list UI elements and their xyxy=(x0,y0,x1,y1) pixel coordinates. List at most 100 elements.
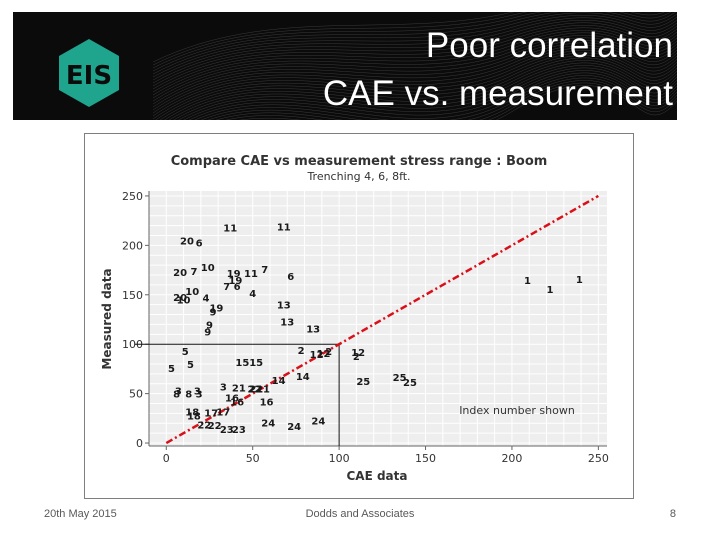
data-point-label: 12 xyxy=(351,348,365,359)
banner-wave-line xyxy=(152,30,677,96)
data-point-label: 13 xyxy=(306,324,320,335)
banner-wave-line xyxy=(152,12,671,69)
data-point-label: 2 xyxy=(353,352,360,363)
data-point-label: 12 xyxy=(317,349,331,360)
banner-wave-line xyxy=(164,57,677,120)
x-tick-label: 200 xyxy=(501,452,522,465)
banner-wave-line xyxy=(168,60,677,120)
y-tick-label: 200 xyxy=(122,239,143,252)
slide-title-line-2: CAE vs. measurement xyxy=(322,74,673,113)
data-point-label: 21 xyxy=(256,385,270,396)
banner-wave-line xyxy=(208,77,677,120)
y-tick-label: 100 xyxy=(122,338,143,351)
data-point-label: 5 xyxy=(168,364,175,375)
x-tick-label: 250 xyxy=(588,452,609,465)
data-point-label: 6 xyxy=(234,282,241,293)
data-point-label: 18 xyxy=(187,411,201,422)
data-point-label: 6 xyxy=(287,272,294,283)
data-point-label: 9 xyxy=(209,308,216,319)
y-axis-label: Measured data xyxy=(100,268,114,369)
data-point-label: 9 xyxy=(206,320,213,331)
banner-wave-line xyxy=(152,12,677,75)
data-point-label: 12 xyxy=(310,350,324,361)
data-point-label: 1 xyxy=(546,285,553,296)
banner-wave-line xyxy=(215,80,677,120)
banner-wave-line xyxy=(155,52,677,120)
data-point-label: 24 xyxy=(261,418,275,429)
data-point-label: 16 xyxy=(225,394,239,405)
banner-wave-line xyxy=(152,12,676,72)
data-point-label: 2 xyxy=(325,347,332,358)
banner-wave-line xyxy=(152,12,650,63)
data-point-label: 3 xyxy=(194,387,201,398)
data-point-label: 10 xyxy=(201,263,215,274)
banner-wave-line xyxy=(152,14,677,78)
data-point-label: 7 xyxy=(261,265,268,276)
data-point-label: 5 xyxy=(187,360,194,371)
footer-date: 20th May 2015 xyxy=(44,508,117,520)
data-point-label: 22 xyxy=(247,385,261,396)
banner-wave-line xyxy=(239,85,677,120)
banner-wave-line xyxy=(152,40,677,108)
banner-wave-line xyxy=(152,25,677,90)
x-tick-label: 100 xyxy=(329,452,350,465)
title-banner: EIS Poor correlation CAE vs. measurement xyxy=(13,12,677,120)
data-point-label: 3 xyxy=(175,387,182,398)
banner-wave-line xyxy=(188,70,677,120)
data-point-label: 10 xyxy=(177,296,191,307)
data-point-label: 21 xyxy=(232,384,246,395)
data-point-label: 25 xyxy=(393,373,407,384)
eis-logo: EIS xyxy=(59,39,119,107)
data-point-label: 23 xyxy=(220,425,234,436)
data-point-label: 22 xyxy=(197,420,211,431)
x-axis-label: CAE data xyxy=(347,469,408,483)
banner-wave-line xyxy=(152,32,677,99)
data-point-label: 15 xyxy=(249,358,263,369)
data-point-label: 20 xyxy=(173,293,187,304)
data-point-label: 19 xyxy=(209,304,223,315)
banner-wave-line xyxy=(173,62,677,120)
data-point-label: 4 xyxy=(203,294,210,305)
x-tick-label: 50 xyxy=(246,452,260,465)
data-point-label: 1 xyxy=(576,275,583,286)
data-point-label: 5 xyxy=(182,347,189,358)
y-tick-label: 150 xyxy=(122,289,143,302)
chart-title: Compare CAE vs measurement stress range … xyxy=(171,154,548,169)
data-point-label: 25 xyxy=(356,377,370,388)
data-point-label: 15 xyxy=(235,358,249,369)
data-point-label: 10 xyxy=(185,287,199,298)
data-point-label: 6 xyxy=(196,238,203,249)
banner-wave-line xyxy=(152,42,677,111)
slide-title: Poor correlation CAE vs. measurement xyxy=(213,22,673,118)
data-point-label: 1 xyxy=(524,276,531,287)
banner-wave-line xyxy=(152,12,665,66)
banner-wave-line xyxy=(152,17,677,81)
data-point-label: 19 xyxy=(228,276,242,287)
banner-wave-line xyxy=(152,35,677,102)
banner-wave-line xyxy=(152,20,677,84)
chart-frame: 0 50 100 150 200 250 0 50 100 150 200 250 Compare CA… xyxy=(84,133,634,499)
data-point-label: 4 xyxy=(249,289,256,300)
y-tick-label: 250 xyxy=(122,190,143,203)
banner-wave-line xyxy=(152,50,677,120)
banner-wave-line xyxy=(160,55,677,120)
data-point-label: 16 xyxy=(260,398,274,409)
data-point-label: 17 xyxy=(204,408,218,419)
data-point-label: 24 xyxy=(311,416,325,427)
footer-company: Dodds and Associates xyxy=(305,508,415,520)
data-point-label: 25 xyxy=(403,378,417,389)
data-point-label: 8 xyxy=(173,390,180,401)
data-point-label: 18 xyxy=(185,407,199,418)
data-point-label: 24 xyxy=(287,422,301,433)
data-point-label: 11 xyxy=(223,224,237,235)
data-point-label: 9 xyxy=(204,327,211,338)
banner-wave-line xyxy=(226,82,677,120)
scatter-chart: 0 50 100 150 200 250 0 50 100 150 200 250 Compare CA… xyxy=(100,154,609,483)
y-tick-label: 0 xyxy=(136,437,143,450)
x-tick-label: 150 xyxy=(415,452,436,465)
data-point-label: 3 xyxy=(220,383,227,394)
banner-wave-line xyxy=(152,45,677,114)
logo-text: EIS xyxy=(66,61,112,91)
banner-wave-line xyxy=(194,72,677,120)
data-point-label: 14 xyxy=(272,376,286,387)
